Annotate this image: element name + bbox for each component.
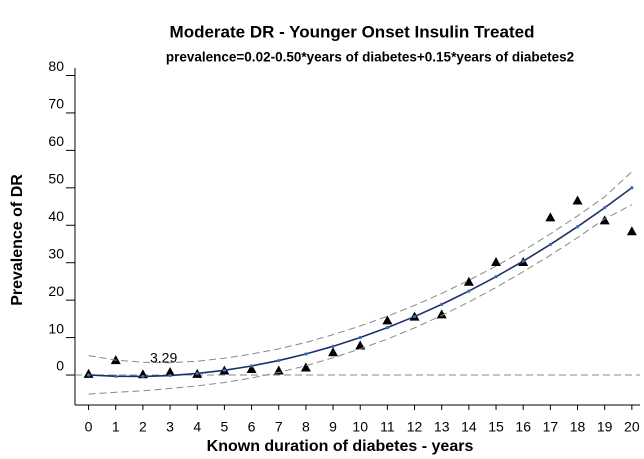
x-tick-label: 2: [139, 419, 147, 435]
x-axis-label: Known duration of diabetes - years: [207, 438, 474, 455]
x-tick-label: 14: [461, 419, 477, 435]
data-point: [328, 347, 339, 357]
data-point: [572, 195, 583, 205]
series-line: [88, 171, 633, 364]
x-tick-label: 20: [624, 419, 640, 435]
x-tick-label: 12: [407, 419, 423, 435]
data-point: [246, 364, 257, 374]
chart-subtitle: prevalence=0.02-0.50*years of diabetes+0…: [166, 50, 574, 65]
fit-point: [440, 302, 444, 306]
annotation: 3.29: [150, 350, 177, 366]
x-tick-label: 13: [434, 419, 450, 435]
data-point: [382, 315, 393, 325]
x-tick-label: 11: [380, 419, 395, 435]
y-tick-label: 10: [48, 320, 64, 336]
fit-point: [168, 373, 172, 378]
x-tick-label: 0: [85, 419, 93, 435]
x-tick-label: 6: [248, 419, 256, 435]
fit-point: [548, 242, 552, 247]
y-tick-label: 40: [48, 208, 64, 224]
x-tick-label: 10: [352, 419, 368, 435]
data-point: [355, 340, 366, 350]
fit-point: [331, 344, 335, 348]
data-point: [626, 226, 637, 236]
fit-point: [494, 275, 498, 279]
data-point: [165, 367, 176, 377]
data-point: [545, 212, 556, 222]
fit-point: [575, 225, 580, 229]
x-tick-label: 16: [515, 419, 531, 435]
y-tick-label: 50: [48, 171, 64, 187]
fit-point: [630, 186, 634, 190]
x-tick-label: 19: [597, 419, 613, 435]
x-tick-label: 8: [302, 419, 310, 435]
fit-point: [385, 326, 389, 330]
y-tick-label: 80: [48, 58, 64, 74]
y-tick-label: 0: [56, 358, 64, 374]
y-tick-label: 30: [48, 245, 64, 261]
data-point: [300, 362, 311, 372]
x-tick-label: 1: [112, 419, 120, 435]
fit-point: [114, 374, 118, 378]
data-point: [273, 365, 284, 375]
x-tick-label: 3: [166, 419, 174, 435]
fit-point: [304, 352, 308, 356]
x-tick-label: 9: [329, 419, 337, 435]
x-tick-label: 17: [543, 419, 559, 435]
x-tick-label: 7: [275, 419, 283, 435]
chart-title: Moderate DR - Younger Onset Insulin Trea…: [170, 22, 535, 41]
fit-point: [467, 289, 471, 293]
fit-point: [141, 374, 145, 379]
data-point: [491, 256, 502, 266]
series-line: [88, 204, 633, 395]
fit-point: [521, 259, 525, 263]
y-axis-label: Prevalence of DR: [9, 174, 26, 306]
fit-point: [195, 371, 199, 376]
data-point: [463, 276, 474, 286]
fit-point: [603, 206, 607, 210]
y-tick-label: 70: [48, 96, 64, 112]
x-tick-label: 15: [488, 419, 504, 435]
fit-point: [249, 364, 254, 368]
fit-point: [222, 368, 226, 372]
y-tick-label: 20: [48, 283, 64, 299]
data-point: [599, 215, 610, 225]
fit-point: [86, 373, 91, 377]
data-point: [436, 309, 447, 319]
fit-point: [358, 335, 362, 340]
x-tick-label: 5: [221, 419, 229, 435]
x-tick-label: 4: [193, 419, 201, 435]
x-tick-label: 18: [570, 419, 586, 435]
y-tick-label: 60: [48, 133, 64, 149]
fit-point: [412, 314, 417, 319]
fit-point: [277, 358, 281, 363]
